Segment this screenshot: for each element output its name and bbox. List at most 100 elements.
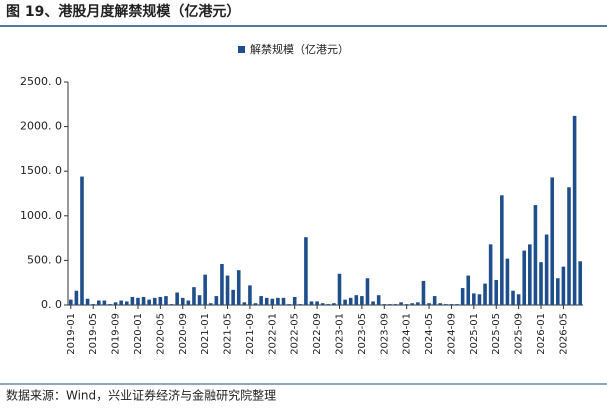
bar xyxy=(466,275,471,305)
bar xyxy=(477,294,482,305)
bar xyxy=(192,287,196,305)
legend-swatch xyxy=(238,46,245,53)
bar xyxy=(96,300,101,305)
y-tick-label: 2000. 0 xyxy=(20,120,62,133)
bar xyxy=(113,302,118,305)
x-tick-label: 2021-01 xyxy=(200,313,211,355)
bar xyxy=(326,304,331,305)
x-tick-label: 2021-09 xyxy=(245,313,256,355)
bar xyxy=(164,296,168,305)
bar xyxy=(214,296,219,305)
bar xyxy=(360,296,364,305)
x-tick-label: 2019-05 xyxy=(88,313,99,355)
bar xyxy=(85,298,90,305)
bar xyxy=(270,298,275,305)
bar xyxy=(528,244,532,305)
bar xyxy=(472,293,476,305)
bar xyxy=(108,304,112,305)
bar xyxy=(382,304,387,305)
x-tick-label: 2022-05 xyxy=(290,313,301,355)
bar xyxy=(572,115,577,306)
bar xyxy=(533,205,538,305)
bar xyxy=(152,297,157,305)
x-tick-label: 2025-01 xyxy=(469,313,480,355)
bar xyxy=(287,304,291,305)
bar xyxy=(455,304,459,305)
bar xyxy=(483,283,487,305)
bar xyxy=(516,294,521,305)
bar xyxy=(253,303,258,305)
bar xyxy=(404,304,409,305)
bar xyxy=(416,302,420,305)
x-tick-label: 2024-09 xyxy=(446,313,457,355)
legend-label: 解禁规模（亿港元） xyxy=(250,42,349,56)
bar xyxy=(421,280,426,305)
bar xyxy=(488,244,493,305)
x-tick-label: 2024-01 xyxy=(402,313,413,355)
x-tick-label: 2019-09 xyxy=(111,313,122,355)
x-tick-label: 2023-09 xyxy=(379,313,390,355)
bar xyxy=(444,304,448,305)
chart-title: 图 19、港股月度解禁规模（亿港元） xyxy=(6,3,240,20)
bar xyxy=(242,302,247,305)
bar xyxy=(141,296,146,305)
bar xyxy=(550,177,555,305)
bar xyxy=(304,237,308,305)
bar xyxy=(74,290,79,305)
bar xyxy=(180,297,185,305)
y-tick-label: 0. 0 xyxy=(41,298,62,311)
x-tick-label: 2023-05 xyxy=(357,313,368,355)
x-tick-label: 2024-05 xyxy=(424,313,435,355)
x-tick-label: 2020-05 xyxy=(155,313,166,355)
bar xyxy=(102,300,107,305)
y-tick-label: 1500. 0 xyxy=(20,164,62,177)
bar xyxy=(511,290,515,305)
bar xyxy=(578,261,582,305)
bar xyxy=(309,301,314,305)
bar xyxy=(500,195,504,305)
bar xyxy=(80,176,84,305)
bar xyxy=(539,262,543,305)
bar xyxy=(494,280,499,305)
bar xyxy=(556,278,560,305)
bar xyxy=(225,275,230,305)
bar xyxy=(264,297,269,305)
bar xyxy=(298,304,303,305)
bar xyxy=(259,296,263,305)
bar xyxy=(208,303,213,305)
bar xyxy=(348,297,353,305)
bar xyxy=(505,258,510,305)
bar xyxy=(136,297,140,305)
bar xyxy=(91,304,95,305)
bar xyxy=(231,289,235,305)
bar xyxy=(119,300,123,305)
x-tick-label: 2026-01 xyxy=(536,313,547,355)
bar xyxy=(292,296,297,305)
bar xyxy=(438,303,443,305)
bar xyxy=(147,299,151,305)
bar xyxy=(388,304,392,305)
bar xyxy=(376,295,381,305)
bar xyxy=(175,292,179,305)
bar xyxy=(449,304,454,305)
bar xyxy=(130,296,135,305)
x-tick-label: 2019-01 xyxy=(66,313,77,355)
bar xyxy=(276,297,280,305)
y-tick-label: 500. 0 xyxy=(27,253,62,266)
source: 数据来源：Wind，兴业证券经济与金融研究院整理 xyxy=(6,388,276,403)
bar xyxy=(544,234,549,305)
bar xyxy=(315,301,319,305)
y-tick-label: 2500. 0 xyxy=(20,75,62,88)
bar xyxy=(410,303,415,305)
bar xyxy=(354,295,359,305)
bar xyxy=(281,297,286,305)
x-tick-label: 2022-09 xyxy=(312,313,323,355)
x-tick-label: 2022-01 xyxy=(267,313,278,355)
bar xyxy=(220,263,224,305)
bar xyxy=(197,295,202,305)
bar xyxy=(365,278,370,305)
bar xyxy=(124,301,129,305)
x-tick-label: 2021-05 xyxy=(223,313,234,355)
